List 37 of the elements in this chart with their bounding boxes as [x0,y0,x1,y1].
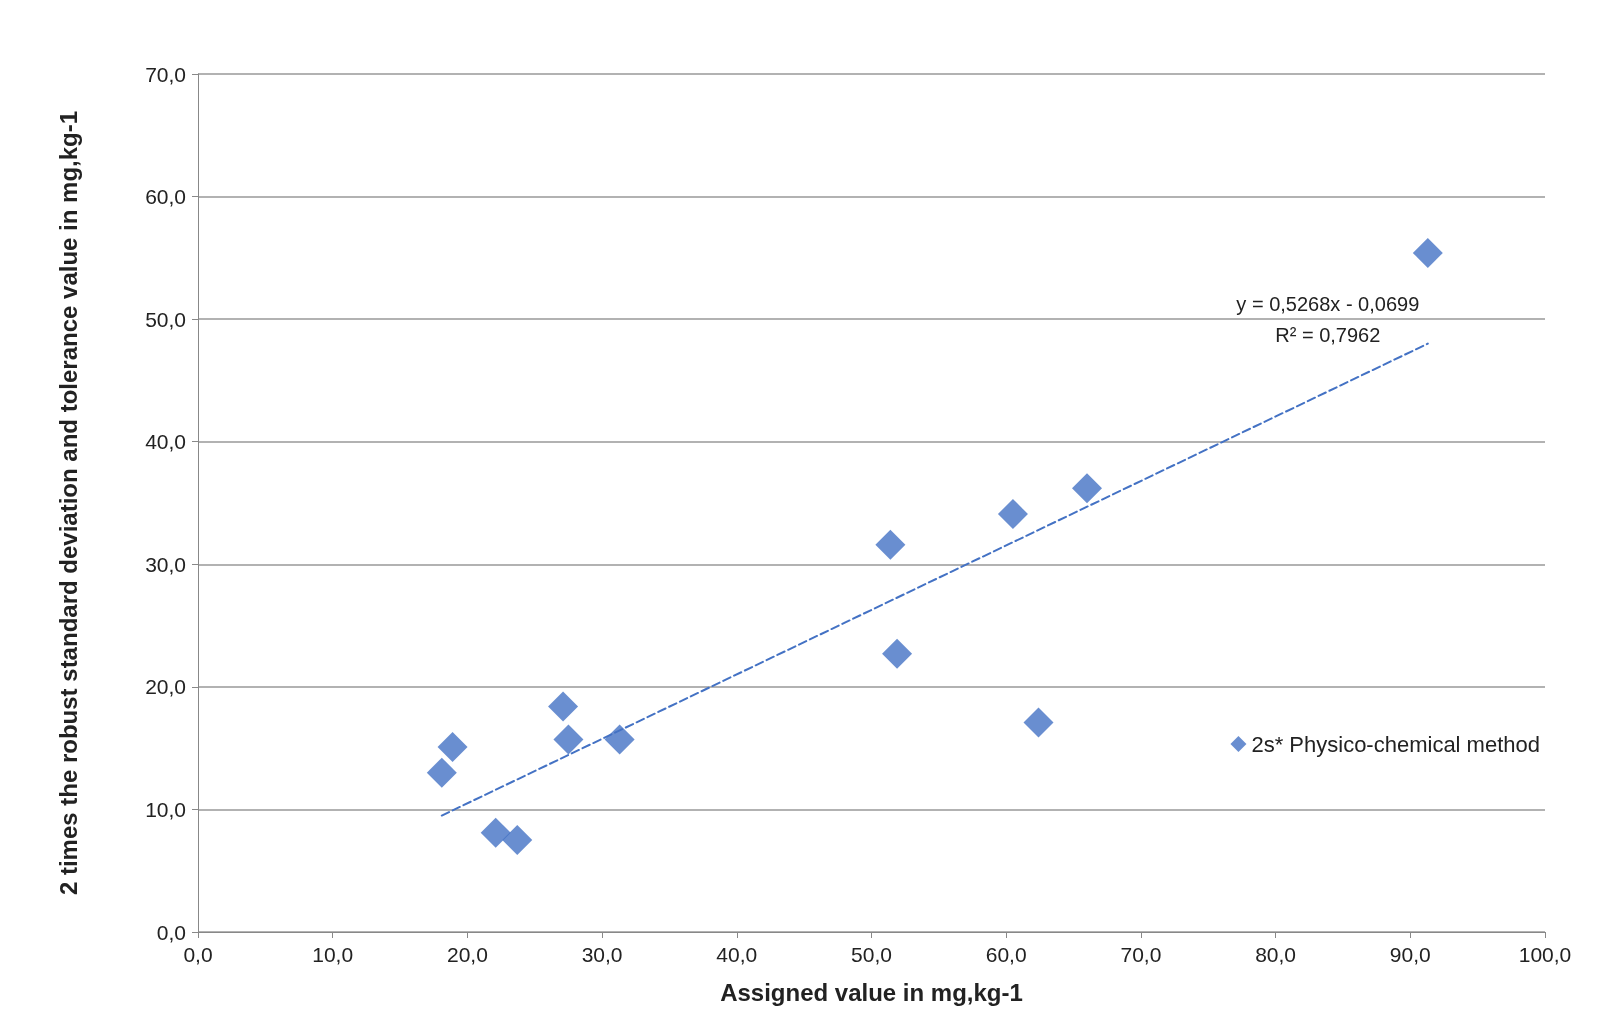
point [426,757,457,788]
x-tick-label: 40,0 [716,943,758,966]
point [882,638,913,669]
x-tick-label: 50,0 [851,943,892,966]
x-tick-label: 70,0 [1120,943,1162,966]
x-tick-label: 80,0 [1255,943,1297,966]
x-tick-label: 30,0 [581,943,623,966]
point [1412,237,1443,268]
x-tick-label: 100,0 [1518,943,1572,966]
y-tick-label: 30,0 [145,552,186,576]
x-axis-title: Assigned value in mg,kg-1 [720,978,1023,1006]
annotation: y = 0,5268x - 0,0699 [1236,292,1420,315]
y-tick-label: 60,0 [145,185,186,209]
point [480,817,511,848]
x-tick-label: 60,0 [985,943,1027,966]
point [1072,473,1103,504]
y-tick-label: 0,0 [156,920,186,944]
point [548,691,579,722]
point [875,529,906,560]
y-tick-label: 20,0 [145,675,186,699]
point [437,731,468,762]
annotation: R² = 0,7962 [1275,323,1381,346]
point [604,724,635,755]
point [553,724,584,755]
y-tick-label: 40,0 [145,430,186,454]
x-tick-label: 90,0 [1389,943,1431,966]
y-tick-label: 70,0 [145,62,186,86]
x-tick-label: 0,0 [183,943,213,966]
x-tick-label: 20,0 [446,943,488,966]
y-tick-label: 50,0 [145,307,186,331]
y-tick-label: 10,0 [145,797,186,821]
legend-label: 2s* Physico-chemical method [1251,731,1541,757]
point [502,825,533,856]
point [997,499,1028,530]
y-axis-title: 2 times the robust standard deviation and tolerance value in mg,kg-1 [54,110,82,896]
x-tick-label: 10,0 [312,943,354,966]
point [1023,707,1054,738]
